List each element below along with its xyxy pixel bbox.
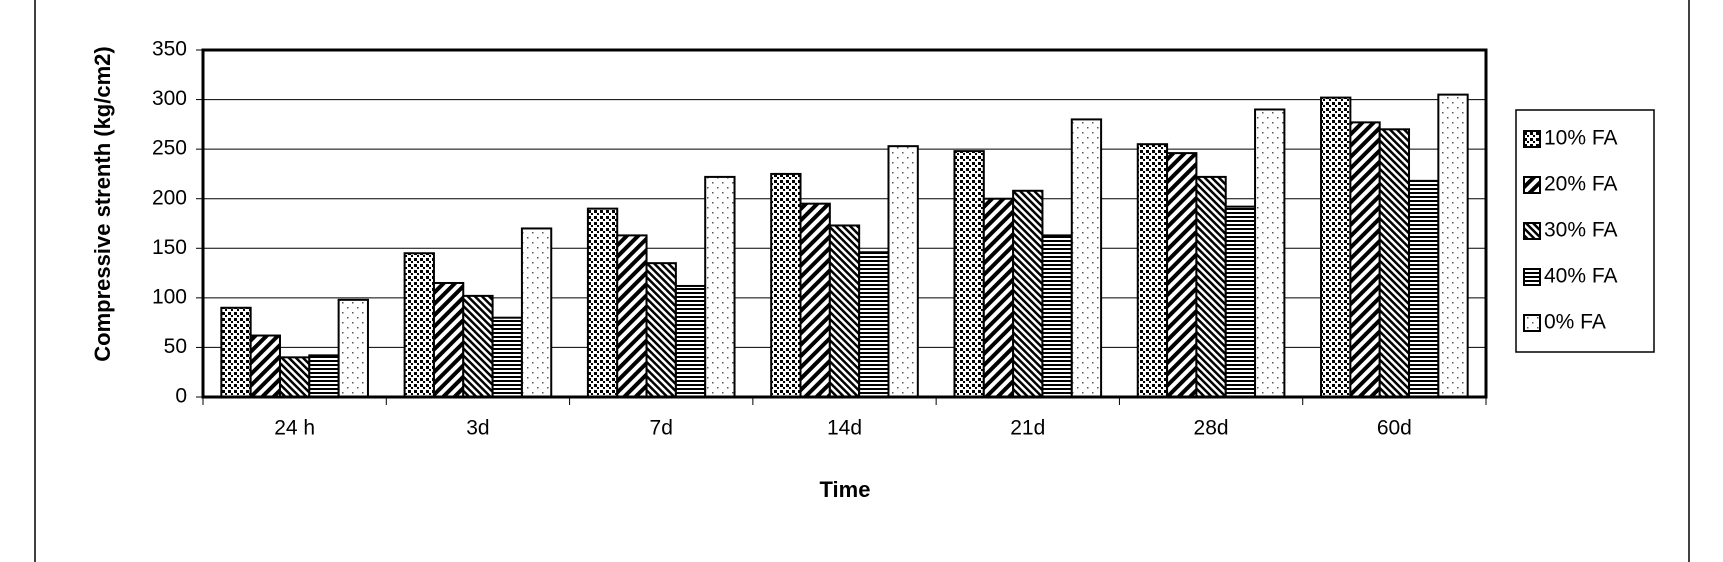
bar [432,281,465,398]
bar [1136,143,1169,398]
bar [220,306,252,398]
bar [403,252,435,398]
x-tick-label: 3d [466,417,489,440]
bar [249,334,281,399]
bar [1166,152,1198,398]
bar [1320,96,1352,399]
bar [1041,234,1073,398]
bar [704,175,736,398]
y-tick-label: 350 [152,38,187,61]
legend-swatch [1523,130,1541,148]
x-axis-title: Time [820,477,871,502]
plot-border [201,48,1488,399]
bar [1224,205,1257,398]
bar [645,262,677,398]
y-tick-label: 200 [152,186,187,209]
bar [828,224,861,398]
legend-swatch [1523,268,1541,286]
bar [1408,179,1440,398]
bar [337,298,369,398]
x-tick-label: 24 h [274,417,315,440]
bar [520,227,553,398]
y-tick-label: 100 [152,285,187,308]
bar [616,234,648,398]
legend-label: 0% FA [1544,311,1606,334]
bar [887,145,919,398]
bar [1012,189,1044,398]
bar [308,354,340,398]
y-tick-label: 0 [175,385,187,408]
bar [799,202,831,398]
bar [982,197,1015,398]
bar [953,150,985,398]
legend-label: 30% FA [1544,219,1618,242]
y-tick-label: 150 [152,236,187,259]
y-tick-label: 250 [152,137,187,160]
x-tick-label: 21d [1010,417,1045,440]
bar [674,284,707,398]
bar [770,172,802,398]
bar [1349,121,1381,398]
bar [278,356,311,399]
y-tick-label: 300 [152,87,187,110]
bar [1195,175,1227,398]
legend-label: 10% FA [1544,127,1618,150]
legend-swatch [1523,176,1541,194]
y-tick-label: 50 [164,335,187,358]
x-tick-label: 14d [827,417,862,440]
bar [1378,128,1411,398]
legend-swatch [1523,222,1541,240]
bar [462,294,494,399]
legend-label: 20% FA [1544,173,1618,196]
bar [1070,118,1103,399]
x-tick-label: 7d [650,417,673,440]
bar [858,251,890,398]
bar [491,316,523,398]
x-tick-label: 60d [1377,417,1412,440]
x-tick-label: 28d [1194,417,1229,440]
legend-label: 40% FA [1544,265,1618,288]
y-axis-title: Compressive strenth (kg/cm2) [90,46,115,361]
legend-swatch [1523,314,1541,332]
legend-box [1515,109,1655,353]
bar [586,207,619,398]
bar [1437,93,1469,398]
bar [1254,108,1286,398]
